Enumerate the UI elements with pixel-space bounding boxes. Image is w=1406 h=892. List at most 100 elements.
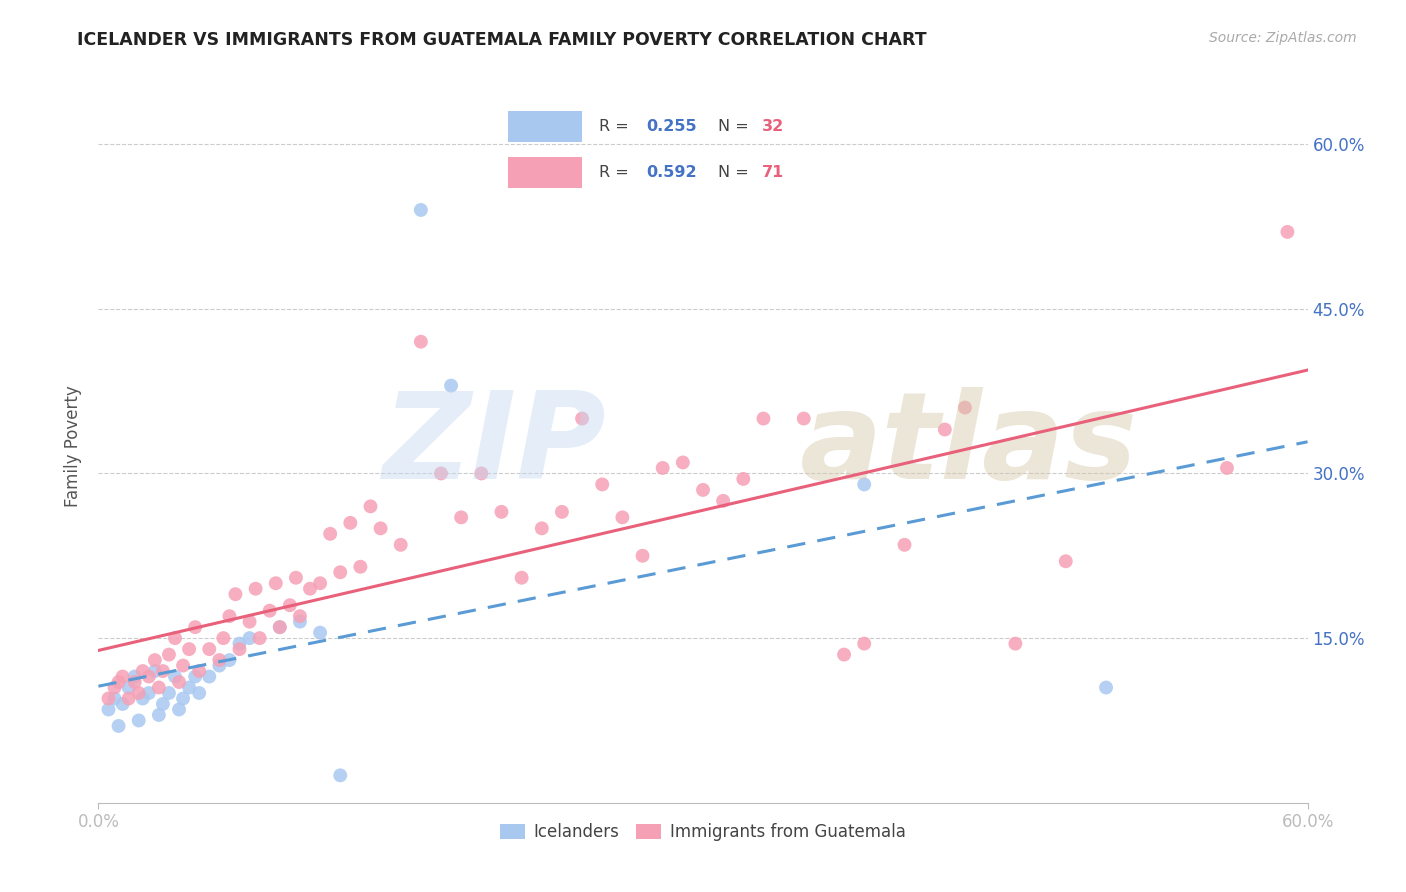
Point (284, 571, 307, 585)
Point (370, 521, 392, 535)
Point (409, 202, 432, 217)
Point (97, 702, 120, 716)
Text: ICELANDER VS IMMIGRANTS FROM GUATEMALA FAMILY POVERTY CORRELATION CHART: ICELANDER VS IMMIGRANTS FROM GUATEMALA F… (77, 31, 927, 49)
Point (148, 708, 170, 723)
Point (329, 768, 352, 782)
Point (228, 642, 250, 657)
Point (218, 653, 240, 667)
Point (138, 669, 160, 683)
Point (733, 472, 755, 486)
Point (278, 598, 301, 612)
Text: atlas: atlas (800, 387, 1137, 505)
Point (1095, 681, 1118, 695)
Point (631, 549, 654, 563)
Point (184, 669, 207, 683)
Point (752, 411, 775, 425)
Point (103, 681, 125, 695)
Point (157, 686, 180, 700)
Point (167, 675, 190, 690)
Point (118, 691, 141, 706)
Point (118, 681, 141, 695)
Point (934, 423, 956, 437)
Point (409, 334, 432, 349)
Point (571, 411, 593, 425)
Point (288, 609, 311, 624)
Point (212, 631, 235, 645)
Text: Source: ZipAtlas.com: Source: ZipAtlas.com (1209, 31, 1357, 45)
Point (163, 669, 186, 683)
Point (440, 378, 463, 392)
Point (172, 691, 194, 706)
Point (143, 653, 166, 667)
Point (299, 582, 322, 596)
Point (184, 620, 207, 634)
Point (188, 664, 211, 678)
Y-axis label: Family Poverty: Family Poverty (65, 385, 83, 507)
Point (179, 681, 201, 695)
Point (208, 653, 231, 667)
Point (239, 615, 262, 629)
Point (349, 559, 371, 574)
Point (319, 526, 342, 541)
Legend: Icelanders, Immigrants from Guatemala: Icelanders, Immigrants from Guatemala (494, 817, 912, 848)
Point (111, 669, 134, 683)
Point (198, 642, 221, 657)
Point (107, 719, 129, 733)
Point (167, 702, 190, 716)
Point (1004, 637, 1026, 651)
Point (1216, 461, 1239, 475)
Point (269, 620, 291, 634)
Point (249, 631, 271, 645)
Point (124, 669, 146, 683)
Point (157, 648, 180, 662)
Point (179, 642, 201, 657)
Point (97, 691, 120, 706)
Point (218, 609, 240, 624)
Point (132, 664, 155, 678)
Point (953, 401, 976, 415)
Point (138, 686, 160, 700)
Point (152, 664, 174, 678)
Text: ZIP: ZIP (382, 387, 606, 505)
Point (510, 571, 533, 585)
Point (711, 494, 734, 508)
Point (1277, 225, 1299, 239)
Point (264, 576, 287, 591)
Point (1054, 554, 1077, 568)
Point (224, 587, 246, 601)
Point (612, 510, 634, 524)
Point (288, 615, 311, 629)
Point (692, 483, 714, 497)
Point (111, 697, 134, 711)
Point (152, 697, 174, 711)
Point (198, 669, 221, 683)
Point (259, 604, 281, 618)
Point (430, 467, 453, 481)
Point (172, 658, 194, 673)
Point (339, 516, 361, 530)
Point (148, 681, 170, 695)
Point (470, 467, 492, 481)
Point (672, 455, 695, 469)
Point (832, 648, 855, 662)
Point (163, 631, 186, 645)
Point (103, 691, 125, 706)
Point (132, 691, 155, 706)
Point (128, 714, 150, 728)
Point (124, 675, 146, 690)
Point (853, 637, 876, 651)
Point (208, 658, 231, 673)
Point (143, 664, 166, 678)
Point (107, 675, 129, 690)
Point (389, 538, 412, 552)
Point (245, 582, 267, 596)
Point (793, 411, 815, 425)
Point (309, 625, 332, 640)
Point (450, 510, 472, 524)
Point (228, 637, 250, 651)
Point (651, 461, 673, 475)
Point (188, 686, 211, 700)
Point (491, 505, 513, 519)
Point (360, 500, 382, 514)
Point (551, 505, 574, 519)
